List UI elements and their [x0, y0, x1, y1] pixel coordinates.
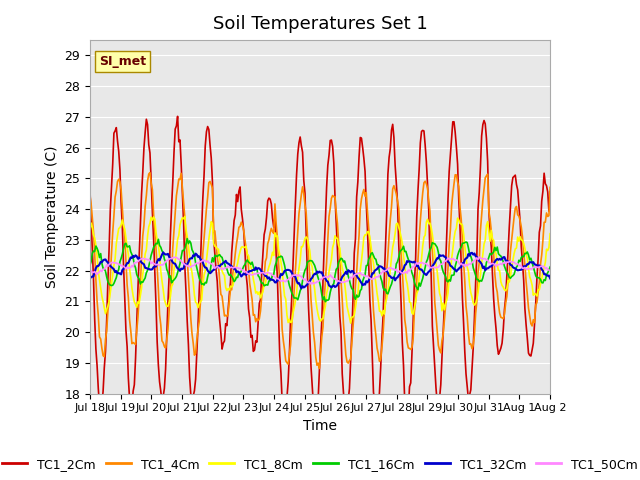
TC1_32Cm [86, 275, 93, 280]
TC1_8Cm [417, 266, 424, 272]
TC1_2Cm [173, 113, 181, 119]
TC1_2Cm [545, 208, 553, 214]
TC1_4Cm [316, 366, 323, 372]
TC1_50Cm [86, 269, 93, 275]
Text: SI_met: SI_met [99, 55, 146, 68]
TC1_2Cm [485, 207, 493, 213]
Line: TC1_8Cm: TC1_8Cm [90, 216, 550, 323]
TC1_32Cm [417, 266, 424, 272]
Title: Soil Temperatures Set 1: Soil Temperatures Set 1 [212, 15, 428, 33]
Line: TC1_16Cm: TC1_16Cm [90, 239, 550, 301]
TC1_32Cm [102, 257, 109, 263]
TC1_2Cm [547, 189, 554, 195]
TC1_16Cm [485, 254, 493, 260]
TC1_8Cm [545, 245, 553, 251]
TC1_8Cm [485, 229, 493, 235]
TC1_2Cm [116, 167, 124, 172]
TC1_4Cm [86, 192, 93, 198]
TC1_50Cm [476, 254, 483, 260]
TC1_2Cm [325, 152, 333, 158]
TC1_50Cm [102, 265, 109, 271]
TC1_50Cm [545, 267, 553, 273]
TC1_8Cm [181, 214, 189, 219]
TC1_32Cm [547, 276, 554, 281]
TC1_50Cm [116, 262, 124, 268]
TC1_8Cm [347, 320, 355, 326]
X-axis label: Time: Time [303, 419, 337, 433]
TC1_2Cm [312, 419, 319, 424]
TC1_16Cm [86, 263, 93, 268]
TC1_16Cm [102, 268, 109, 274]
Line: TC1_4Cm: TC1_4Cm [90, 173, 550, 369]
TC1_16Cm [547, 264, 554, 270]
Y-axis label: Soil Temperature (C): Soil Temperature (C) [45, 145, 59, 288]
TC1_50Cm [324, 275, 332, 280]
TC1_8Cm [102, 311, 109, 317]
TC1_16Cm [321, 299, 329, 304]
TC1_4Cm [417, 218, 424, 224]
Line: TC1_2Cm: TC1_2Cm [90, 116, 550, 421]
TC1_2Cm [102, 348, 109, 354]
TC1_16Cm [184, 236, 191, 241]
Legend: TC1_2Cm, TC1_4Cm, TC1_8Cm, TC1_16Cm, TC1_32Cm, TC1_50Cm: TC1_2Cm, TC1_4Cm, TC1_8Cm, TC1_16Cm, TC1… [0, 453, 640, 476]
TC1_32Cm [545, 273, 553, 278]
TC1_2Cm [417, 140, 424, 146]
TC1_8Cm [116, 225, 124, 230]
TC1_32Cm [116, 271, 124, 276]
TC1_4Cm [325, 214, 333, 219]
TC1_50Cm [415, 260, 423, 265]
TC1_2Cm [86, 184, 93, 190]
TC1_16Cm [116, 259, 124, 265]
TC1_50Cm [547, 268, 554, 274]
TC1_8Cm [547, 231, 554, 237]
TC1_32Cm [485, 265, 493, 271]
TC1_8Cm [324, 286, 332, 291]
TC1_4Cm [485, 208, 493, 214]
TC1_50Cm [307, 281, 315, 287]
TC1_16Cm [417, 283, 424, 289]
TC1_8Cm [86, 227, 93, 233]
TC1_4Cm [102, 336, 109, 342]
TC1_32Cm [159, 250, 167, 255]
Line: TC1_32Cm: TC1_32Cm [90, 252, 550, 288]
TC1_32Cm [298, 286, 305, 291]
Line: TC1_50Cm: TC1_50Cm [90, 257, 550, 284]
TC1_4Cm [547, 184, 554, 190]
TC1_16Cm [545, 267, 553, 273]
TC1_4Cm [146, 170, 154, 176]
TC1_50Cm [485, 260, 493, 266]
TC1_16Cm [325, 296, 333, 302]
TC1_32Cm [325, 283, 333, 288]
TC1_4Cm [545, 213, 553, 218]
TC1_4Cm [116, 179, 124, 185]
